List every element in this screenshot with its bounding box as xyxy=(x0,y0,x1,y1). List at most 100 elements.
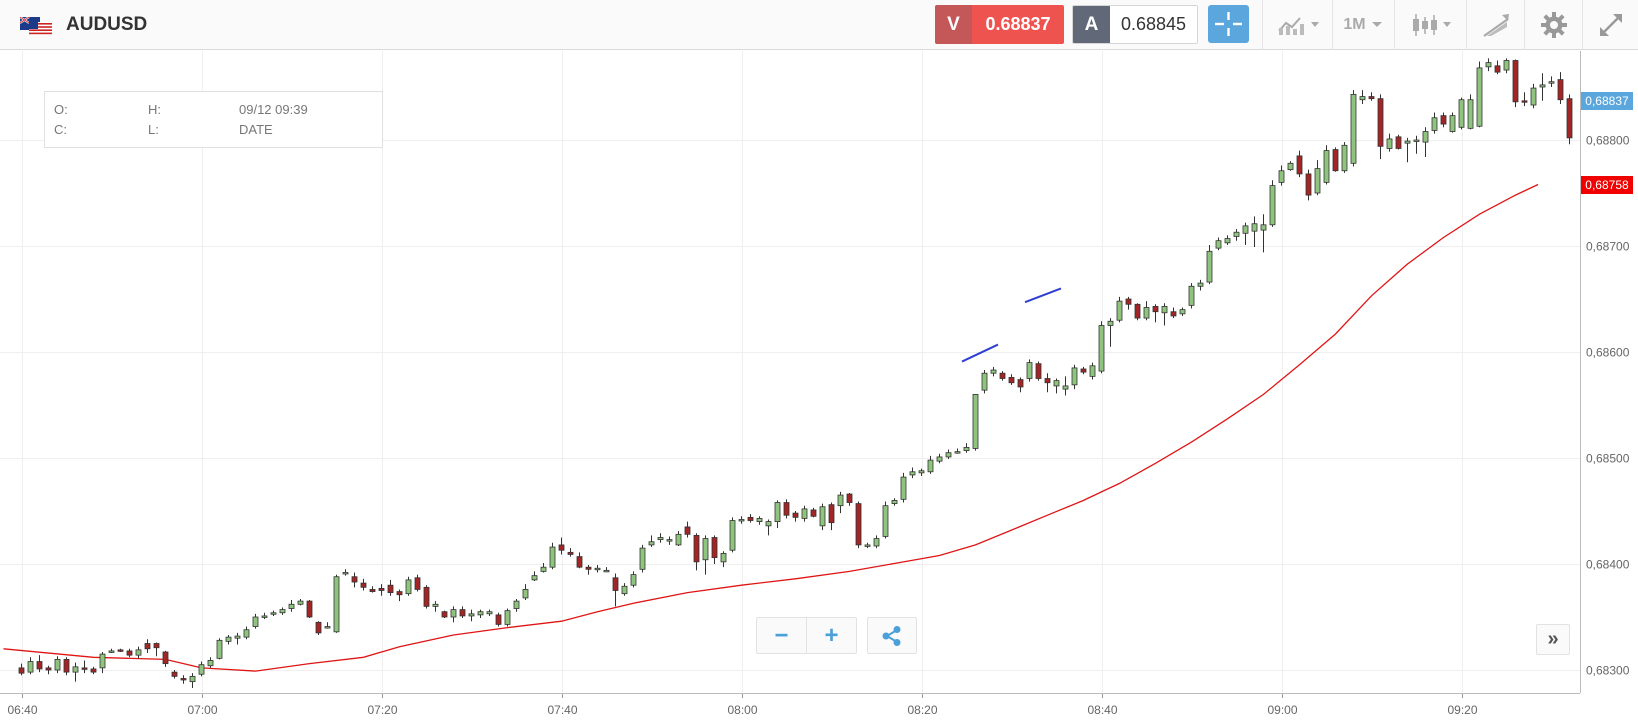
candle-body xyxy=(324,626,331,629)
candle-body xyxy=(765,521,772,527)
candle xyxy=(1134,303,1141,321)
candle xyxy=(270,610,277,616)
candle xyxy=(621,583,628,596)
x-tick-label: 09:00 xyxy=(1267,703,1297,717)
candle-body xyxy=(36,661,43,670)
trendlines-layer xyxy=(961,287,1062,363)
candle-body xyxy=(594,567,601,571)
candle-body xyxy=(1332,149,1339,172)
candle-body xyxy=(864,544,871,547)
chart-type-button[interactable] xyxy=(1394,0,1466,50)
candle-body xyxy=(414,577,421,590)
candle-body xyxy=(1350,94,1357,164)
candle xyxy=(639,544,646,573)
candle-body xyxy=(1305,173,1312,196)
candle xyxy=(1053,378,1060,394)
candle xyxy=(1017,377,1024,393)
candle xyxy=(864,542,871,549)
candle xyxy=(153,642,160,657)
candle-body xyxy=(1098,325,1105,372)
drawing-tools-icon xyxy=(1482,14,1509,37)
candle xyxy=(72,662,79,682)
candle xyxy=(63,657,70,676)
candle xyxy=(846,492,853,506)
crosshair-button[interactable] xyxy=(1208,5,1249,43)
candle xyxy=(126,648,133,658)
candle-body xyxy=(1116,300,1123,321)
candle xyxy=(630,571,637,588)
candle-body xyxy=(369,589,376,592)
candle xyxy=(1242,222,1249,245)
candle xyxy=(1224,235,1231,245)
candle xyxy=(1008,374,1015,385)
candle-body xyxy=(540,566,547,572)
zoom-in-button[interactable]: + xyxy=(807,618,856,653)
candle xyxy=(1557,72,1564,104)
sell-button[interactable]: V 0.68837 xyxy=(935,5,1064,44)
candle xyxy=(1404,137,1411,163)
buy-button[interactable]: A 0.68845 xyxy=(1072,5,1198,44)
chart-canvas[interactable]: 0,68300 0,68400 0,68500 0,68600 0,68700 0,688… xyxy=(0,51,1638,726)
scroll-to-latest-button[interactable]: » xyxy=(1536,624,1570,655)
price-chart[interactable]: 0,68300 0,68400 0,68500 0,68600 0,68700 0,688… xyxy=(0,51,1638,726)
candle-body xyxy=(801,508,808,519)
candle-body xyxy=(1224,238,1231,244)
candle xyxy=(225,635,232,645)
x-tick-label: 08:00 xyxy=(727,703,757,717)
candle xyxy=(351,572,358,588)
candle xyxy=(117,648,124,652)
candle-body xyxy=(27,661,34,673)
buy-price: 0.68845 xyxy=(1110,6,1197,43)
instrument-symbol: AUDUSD xyxy=(66,14,148,35)
candle-body xyxy=(1548,81,1555,84)
candle-body xyxy=(405,579,412,595)
candle-body xyxy=(648,541,655,546)
candle-body xyxy=(99,653,106,669)
candle-body xyxy=(468,613,475,617)
drawing-tools-button[interactable] xyxy=(1466,0,1524,50)
share-icon xyxy=(882,625,901,646)
candle xyxy=(1215,237,1222,251)
y-tick-label: 0,68600 xyxy=(1586,346,1630,360)
candle-body xyxy=(1377,98,1384,147)
indicators-button[interactable] xyxy=(1262,0,1332,50)
candle-body xyxy=(1440,115,1447,125)
ohlc-panel: O: H: 09/12 09:39 C: L: DATE xyxy=(44,91,383,148)
candle-body xyxy=(1251,223,1258,232)
candle-body xyxy=(954,451,961,454)
last-price-tag: 0,68837 xyxy=(1581,92,1633,110)
candle-body xyxy=(216,639,223,659)
candle-body xyxy=(432,603,439,607)
candle-body xyxy=(1035,363,1042,379)
candle xyxy=(81,660,88,674)
timeframe-button[interactable]: 1M xyxy=(1332,0,1394,50)
candle-body xyxy=(909,471,916,476)
candle-body xyxy=(963,446,970,451)
candle xyxy=(1512,59,1519,108)
zoom-out-button[interactable]: − xyxy=(757,618,806,653)
open-label: O: xyxy=(54,102,68,117)
candle-body xyxy=(279,609,286,614)
candle xyxy=(1278,165,1285,186)
candle-body xyxy=(774,502,781,522)
candle-body xyxy=(162,651,169,665)
share-button[interactable] xyxy=(867,617,917,654)
settings-button[interactable] xyxy=(1524,0,1582,50)
candle xyxy=(1431,112,1438,134)
candle xyxy=(756,516,763,525)
candle-body xyxy=(1557,79,1564,101)
candle xyxy=(414,574,421,592)
candle xyxy=(18,663,25,676)
candle xyxy=(54,656,61,674)
candle-body xyxy=(243,629,250,638)
candle xyxy=(387,579,394,596)
candle xyxy=(1179,307,1186,316)
candle xyxy=(999,371,1006,381)
fullscreen-button[interactable] xyxy=(1582,0,1638,50)
moving-average-line xyxy=(3,183,1539,672)
candle-body xyxy=(252,616,259,627)
candle xyxy=(1035,361,1042,381)
candle xyxy=(198,661,205,677)
candle xyxy=(513,598,520,612)
ma-price-tag: 0,68758 xyxy=(1581,176,1633,194)
